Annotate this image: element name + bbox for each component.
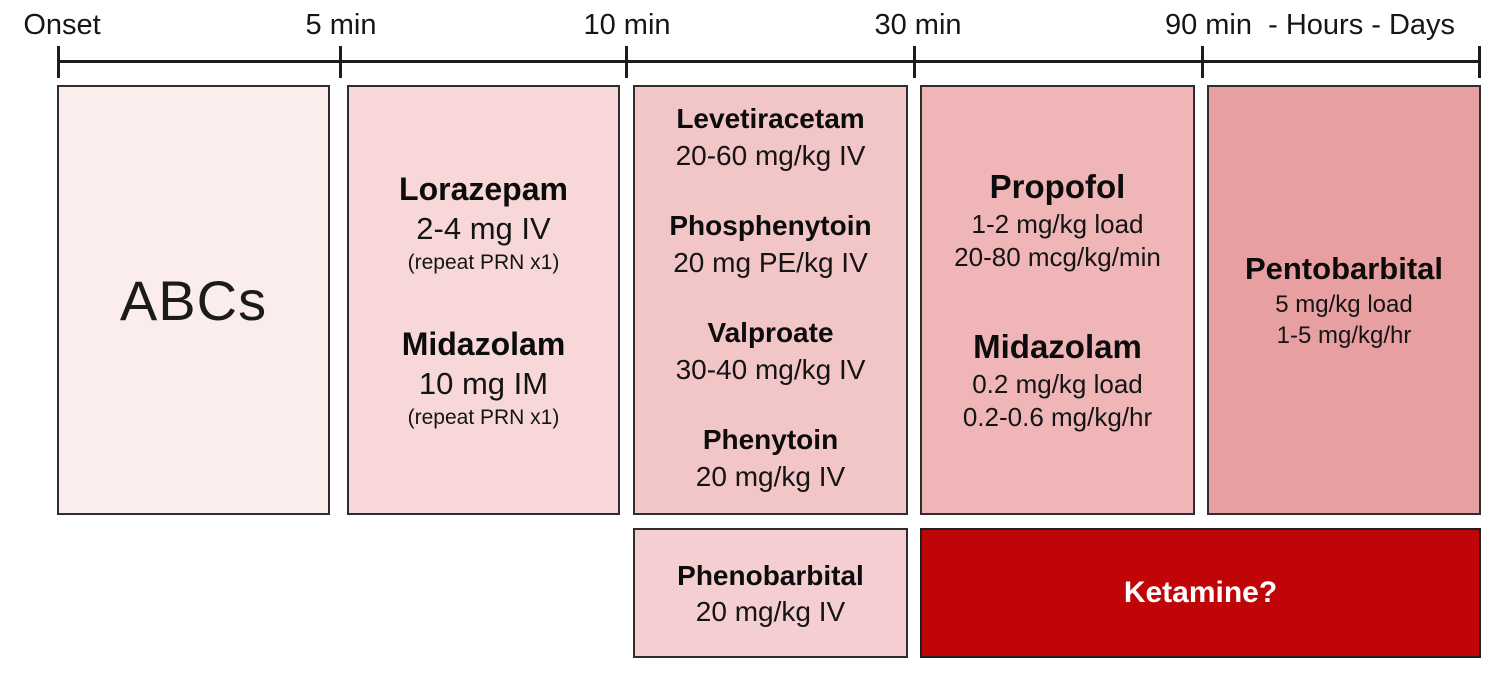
drug-dose: 1-2 mg/kg load xyxy=(971,209,1144,239)
drug-name: Midazolam xyxy=(973,328,1142,365)
drug-dose: 5 mg/kg load xyxy=(1275,291,1413,318)
timeline-tick-onset xyxy=(57,46,60,78)
stage-box-abcs: ABCs xyxy=(57,85,330,515)
drug-entry: Pentobarbital 5 mg/kg load 1-5 mg/kg/hr xyxy=(1245,249,1443,351)
timeline-tick-30min xyxy=(913,46,916,78)
drug-entry: Midazolam 0.2 mg/kg load 0.2-0.6 mg/kg/h… xyxy=(963,326,1152,434)
drug-dose: 20 mg/kg IV xyxy=(695,461,846,492)
drug-dose: 10 mg IM xyxy=(418,366,549,401)
drug-dose: 20 mg PE/kg IV xyxy=(673,247,868,278)
drug-dose: 20-80 mcg/kg/min xyxy=(954,242,1161,272)
drug-name: Propofol xyxy=(989,168,1126,205)
drug-note: (repeat PRN x1) xyxy=(407,251,560,274)
drug-name: Levetiracetam xyxy=(676,103,865,134)
drug-entry: Valproate 30-40 mg/kg IV xyxy=(676,315,866,388)
timeline-label-10min: 10 min xyxy=(583,9,671,41)
timeline-tick-end xyxy=(1478,46,1481,78)
timeline-label-90min-hours-days: 90 min - Hours - Days xyxy=(1164,9,1456,41)
drug-dose: 0.2 mg/kg load xyxy=(972,369,1143,399)
drug-name: Pentobarbital xyxy=(1244,251,1444,286)
drug-entry: Levetiracetam 20-60 mg/kg IV xyxy=(676,101,866,174)
drug-dose: 20-60 mg/kg IV xyxy=(675,140,866,171)
drug-name: Phosphenytoin xyxy=(669,210,872,241)
drug-entry: Midazolam 10 mg IM (repeat PRN x1) xyxy=(402,324,566,431)
timeline-tick-90min xyxy=(1201,46,1204,78)
drug-dose: 2-4 mg IV xyxy=(416,211,551,246)
stage-box-pentobarbital: Pentobarbital 5 mg/kg load 1-5 mg/kg/hr xyxy=(1207,85,1481,515)
drug-note: (repeat PRN x1) xyxy=(407,406,560,429)
abcs-label: ABCs xyxy=(119,268,268,332)
drug-entry: Phosphenytoin 20 mg PE/kg IV xyxy=(669,208,871,281)
box-ketamine: Ketamine? xyxy=(920,528,1481,658)
drug-name: Phenobarbital xyxy=(677,559,864,591)
timeline-label-onset: Onset xyxy=(23,9,101,41)
drug-dose: 0.2-0.6 mg/kg/hr xyxy=(962,402,1153,432)
drug-dose: 20 mg/kg IV xyxy=(695,595,846,627)
stage-box-second-line: Levetiracetam 20-60 mg/kg IV Phosphenyto… xyxy=(633,85,908,515)
timeline-label-30min: 30 min xyxy=(874,9,962,41)
drug-dose: 1-5 mg/kg/hr xyxy=(1276,322,1412,349)
timeline-tick-5min xyxy=(339,46,342,78)
drug-entry: Phenytoin 20 mg/kg IV xyxy=(696,422,845,495)
drug-entry: Propofol 1-2 mg/kg load 20-80 mcg/kg/min xyxy=(954,166,1161,274)
drug-name: Lorazepam xyxy=(399,171,568,207)
timeline-tick-10min xyxy=(625,46,628,78)
box-phenobarbital: Phenobarbital 20 mg/kg IV xyxy=(633,528,908,658)
drug-name: Midazolam xyxy=(401,326,566,362)
timeline-label-5min: 5 min xyxy=(305,9,377,41)
ketamine-label: Ketamine? xyxy=(1123,576,1278,609)
drug-name: Phenytoin xyxy=(702,424,839,455)
stage-box-benzodiazepines: Lorazepam 2-4 mg IV (repeat PRN x1) Mida… xyxy=(347,85,620,515)
stage-box-infusions: Propofol 1-2 mg/kg load 20-80 mcg/kg/min… xyxy=(920,85,1195,515)
drug-entry: Lorazepam 2-4 mg IV (repeat PRN x1) xyxy=(399,169,568,276)
timeline-axis xyxy=(57,60,1481,63)
drug-dose: 30-40 mg/kg IV xyxy=(675,354,866,385)
drug-name: Valproate xyxy=(707,317,834,348)
